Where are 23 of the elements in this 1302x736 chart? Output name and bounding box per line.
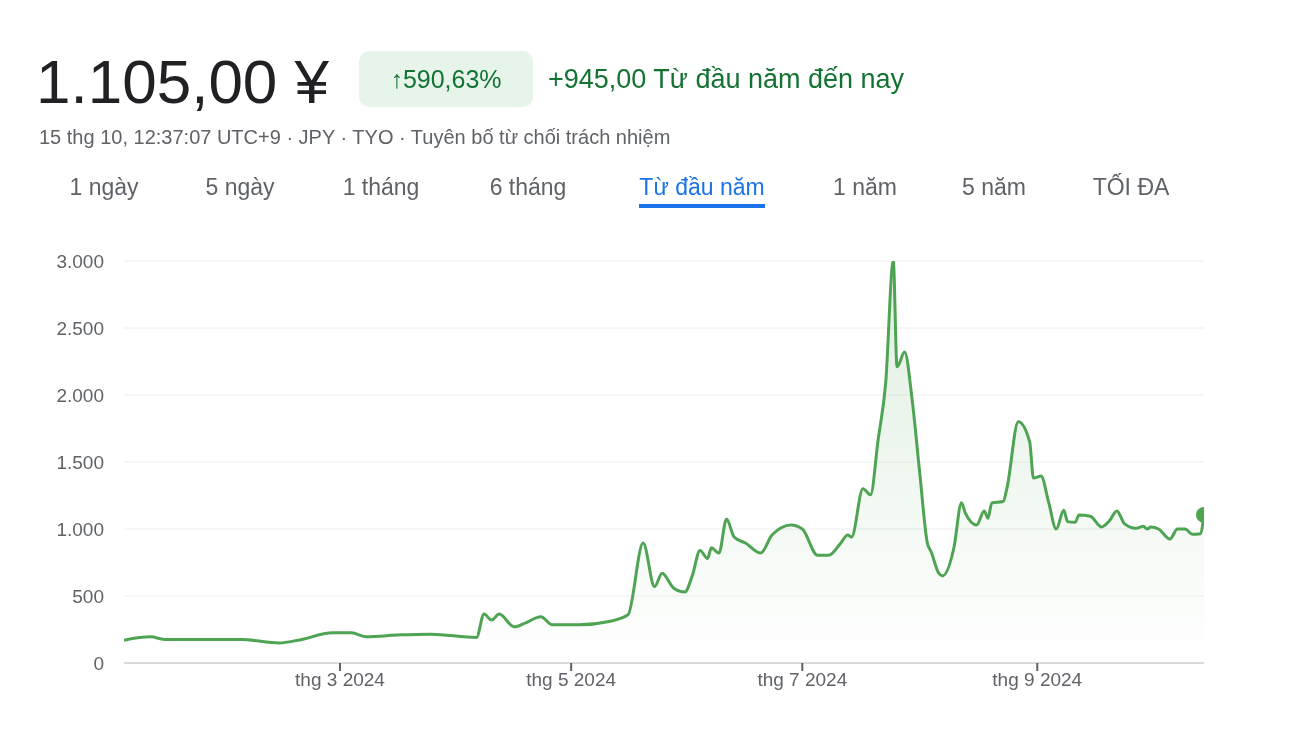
text: 5 ngày (205, 173, 275, 202)
y-tick-label: 1.500 (56, 451, 104, 473)
text: ↑590,63% (359, 51, 533, 107)
y-tick-label: 1.000 (56, 518, 104, 540)
y-tick-label: 0 (93, 652, 104, 674)
chart-subtitle: 15 thg 10, 12:37:07 UTC+9 · JPY · TYO · Tuyên bố từ chối trách nhiệm (39, 125, 671, 150)
x-tick-label: thg 7 2024 (757, 669, 848, 691)
x-tick-label: thg 9 2024 (992, 669, 1083, 691)
y-tick-label: 500 (72, 585, 104, 607)
text: 5 năm (962, 173, 1026, 202)
text: 1 ngày (69, 173, 139, 202)
chart-title: 1.105,00 ¥ (36, 46, 330, 118)
y-tick-label: 2.000 (56, 384, 104, 406)
y-tick-label: 2.500 (56, 317, 104, 339)
x-tick-label: thg 5 2024 (526, 669, 617, 691)
x-tick-label: thg 3 2024 (295, 669, 386, 691)
text: Từ đầu năm (639, 172, 765, 208)
text: +945,00 Từ đầu năm đến nay (548, 63, 905, 96)
text: 6 tháng (489, 173, 567, 202)
text: 1 tháng (342, 173, 420, 202)
y-tick-label: 3.000 (56, 250, 104, 272)
text: TỐI ĐA (1092, 172, 1170, 202)
text: 1 năm (833, 173, 897, 202)
